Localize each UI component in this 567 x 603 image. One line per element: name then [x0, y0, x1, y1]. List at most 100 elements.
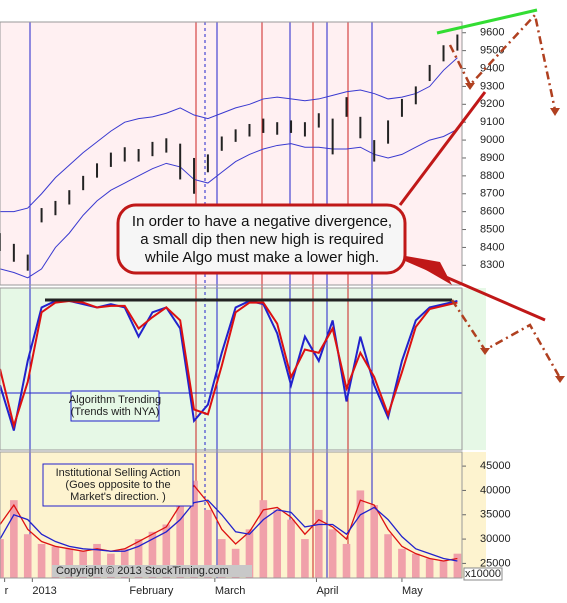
y-tick-label: 9400 [480, 62, 504, 74]
y-tick-label: 8800 [480, 170, 504, 182]
y-tick-label: 9100 [480, 116, 504, 128]
series-line [0, 484, 458, 562]
pointer-arrow [400, 255, 452, 285]
unit-label: x10000 [465, 568, 501, 580]
annotation-text: (Trends with NYA) [71, 406, 160, 418]
bar [23, 534, 32, 578]
bar [51, 546, 60, 578]
projection-arrows [448, 12, 562, 379]
trend-line [436, 8, 538, 35]
bar [328, 529, 337, 578]
pointer-line [398, 91, 487, 206]
bar [425, 558, 434, 578]
bar [301, 539, 309, 578]
y-tick-label: 45000 [480, 460, 511, 472]
panel-borders [0, 21, 463, 579]
callout-text: while Algo must make a lower high. [144, 249, 379, 266]
panel-1: Algorithm Trending(Trends with NYA) [0, 299, 458, 431]
arrowhead [555, 376, 565, 383]
annotation-text: Algorithm Trending [69, 394, 161, 406]
y-tick-label: 8700 [480, 188, 504, 200]
x-tick-label: March [215, 585, 246, 597]
bar [79, 551, 87, 578]
x-tick-label: May [402, 585, 423, 597]
annotation-text: (Goes opposite to the [65, 479, 170, 491]
volume-border [0, 451, 463, 579]
bar [287, 519, 295, 578]
bar [439, 560, 448, 578]
annotation-box [42, 463, 194, 507]
annotation-text: Institutional Selling Action [56, 467, 181, 479]
bar [370, 505, 379, 578]
unit-box [463, 567, 503, 581]
annotation-text: Market's direction. ) [70, 491, 166, 503]
bar [217, 539, 226, 578]
projection-path [450, 299, 562, 379]
projection-path [448, 12, 557, 111]
panel-2: 45000 40000 35000 30000 25000 r 2013 February Ma… [0, 460, 511, 597]
arrowhead [465, 83, 475, 90]
panel-0: 9600 9500 9400 9300 9200 9100 9000 8900 8800 8700… [0, 27, 504, 279]
bar [356, 490, 365, 578]
series-line [0, 299, 458, 430]
copyright: Copyright © 2013 StockTiming.com [56, 565, 229, 577]
y-tick-label: 8400 [480, 241, 504, 253]
bar [259, 500, 268, 578]
y-tick-label: 9000 [480, 134, 504, 146]
arrowhead [550, 108, 560, 116]
oscillator-panel [0, 288, 462, 450]
bar [134, 539, 143, 578]
arrowheads [465, 83, 565, 383]
series-line [0, 57, 458, 213]
x-tick-label: February [129, 585, 174, 597]
bar [245, 529, 254, 578]
bar [314, 509, 323, 578]
oscillator-border [0, 287, 463, 451]
y-tick-label: 9300 [480, 80, 504, 92]
arrowhead [480, 348, 490, 355]
bar [204, 509, 212, 578]
bar [93, 543, 101, 578]
bar [398, 548, 406, 578]
callout-text: In order to have a negative divergence, [132, 213, 392, 230]
y-tick-label: 35000 [480, 509, 511, 521]
y-tick-label: 30000 [480, 533, 511, 545]
y-tick-label: 25000 [480, 557, 511, 569]
annotation-box [70, 390, 160, 422]
bar [148, 531, 157, 578]
bar [273, 509, 282, 578]
bar [0, 539, 4, 578]
x-tick-label: r [5, 585, 9, 597]
bar [37, 543, 46, 578]
callout-text: a small dip then new high is required [140, 231, 383, 248]
y-tick-label: 9200 [480, 98, 504, 110]
callout: In order to have a negative divergence, … [116, 203, 407, 275]
series-line [0, 499, 458, 562]
x-tick-label: April [316, 585, 338, 597]
bar [120, 548, 129, 578]
x-tick-label: 2013 [32, 585, 56, 597]
bar [190, 480, 198, 578]
bar [162, 524, 171, 578]
bar [231, 548, 240, 578]
y-tick-label: 9600 [480, 27, 504, 39]
bar [176, 500, 184, 578]
bar [342, 543, 351, 578]
oscillator-axis-bg [462, 288, 486, 450]
y-tick-label: 8600 [480, 206, 504, 218]
bar [384, 534, 392, 578]
y-tick-label: 8500 [480, 223, 504, 235]
series-line [0, 128, 458, 279]
bar [453, 553, 462, 578]
y-tick-label: 8300 [480, 259, 504, 271]
plot-area: 9600 9500 9400 9300 9200 9100 9000 8900 8800 8700… [0, 27, 511, 597]
bar [411, 553, 420, 578]
bar [10, 500, 18, 578]
y-tick-label: 8900 [480, 152, 504, 164]
y-tick-label: 9500 [480, 45, 504, 57]
callout-box [116, 203, 407, 275]
note-bg [52, 565, 252, 577]
bar [65, 548, 74, 578]
y-tick-label: 40000 [480, 484, 511, 496]
